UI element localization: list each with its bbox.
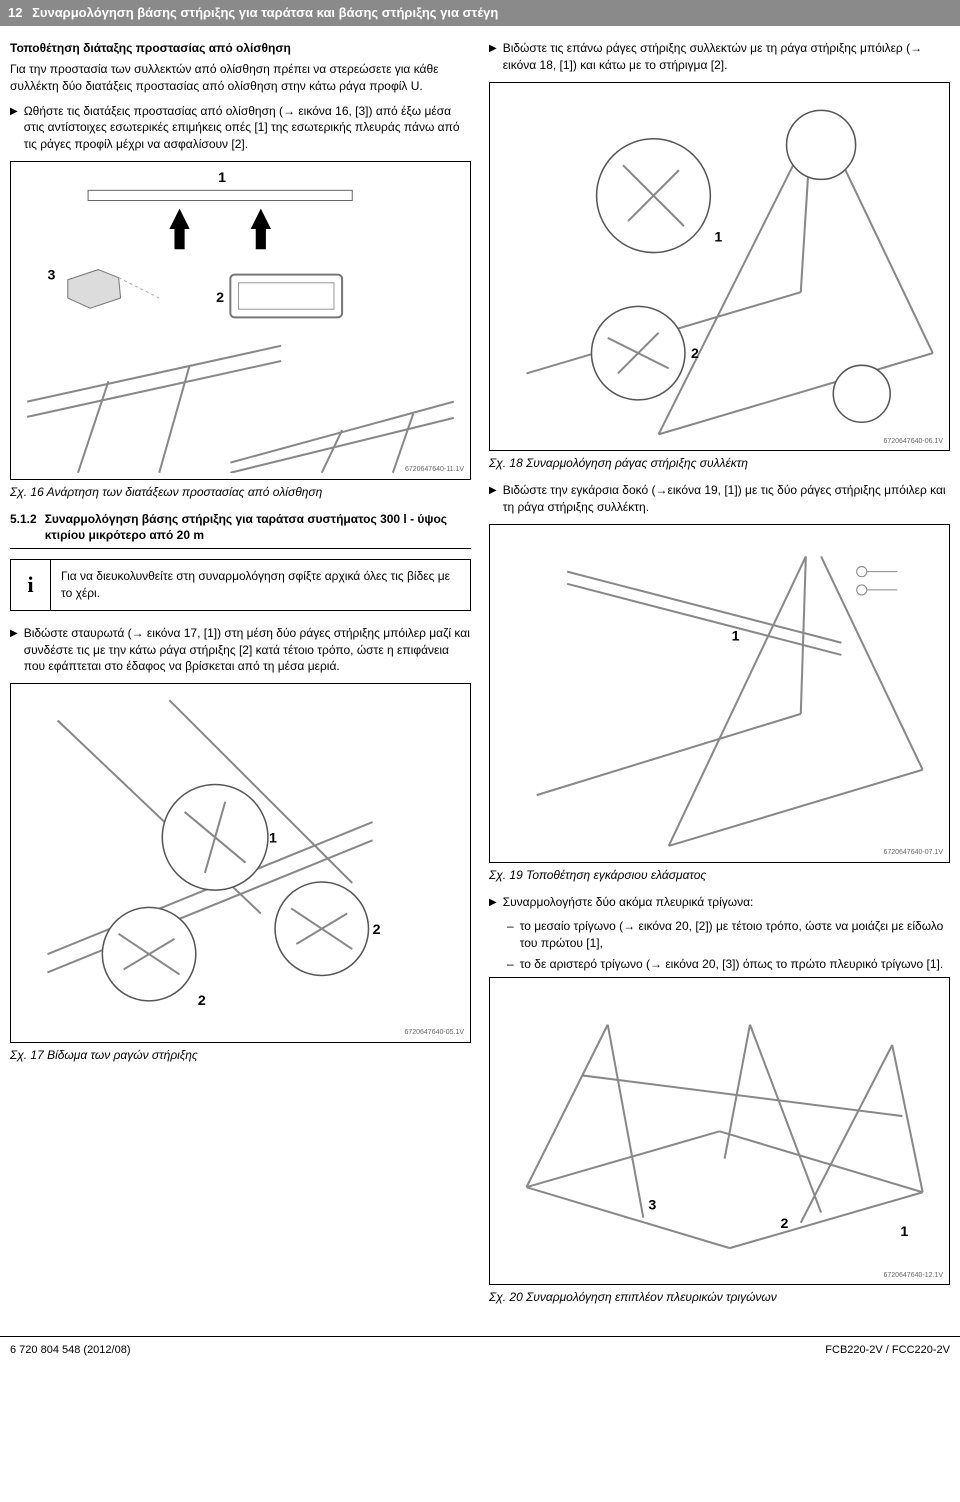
figure-20-code: 6720647640-12.1V (883, 1271, 943, 1281)
slip-protection-intro: Για την προστασία των συλλεκτών από ολίσ… (10, 61, 471, 95)
bullet-push-clips-text: Ωθήστε τις διατάξεις προστασίας από ολίσ… (24, 103, 471, 153)
section-number: 5.1.2 (10, 511, 37, 545)
bullet-two-more-triangles: ▶ Συναρμολογήστε δύο ακόμα πλευρικά τρίγ… (489, 894, 950, 911)
dash-left-text: το δε αριστερό τρίγωνο (→ εικόνα 20, [3]… (520, 956, 944, 973)
svg-text:1: 1 (900, 1224, 908, 1240)
figure-18-svg: 1 2 (496, 89, 943, 445)
info-box: i Για να διευκολυνθείτε στη συναρμολόγησ… (10, 559, 471, 611)
figure-16-caption: Σχ. 16 Ανάρτηση των διατάξεων προστασίας… (10, 484, 471, 501)
bullet-top-rails-text: Βιδώστε τις επάνω ράγες στήριξης συλλεκτ… (503, 40, 950, 74)
figure-18: 1 2 6720647640-06.1V (489, 82, 950, 452)
svg-text:3: 3 (648, 1197, 656, 1213)
svg-text:2: 2 (198, 993, 206, 1009)
figure-19-code: 6720647640-07.1V (883, 848, 943, 858)
left-column: Τοποθέτηση διάταξης προστασίας από ολίσθ… (10, 40, 471, 1316)
dash-middle-text: το μεσαίο τρίγωνο (→ εικόνα 20, [2]) με … (520, 918, 950, 952)
svg-text:3: 3 (47, 268, 55, 284)
figure-17: 1 2 2 6720647640-05.1V (10, 683, 471, 1042)
bullet-top-rails: ▶ Βιδώστε τις επάνω ράγες στήριξης συλλε… (489, 40, 950, 74)
svg-text:2: 2 (373, 922, 381, 938)
figure-17-code: 6720647640-05.1V (404, 1028, 464, 1038)
dash-left-triangle: – το δε αριστερό τρίγωνο (→ εικόνα 20, [… (507, 956, 950, 973)
svg-text:1: 1 (714, 229, 722, 245)
bullet-cross-screw-text: Βιδώστε σταυρωτά (→ εικόνα 17, [1]) στη … (24, 625, 471, 675)
figure-19-caption: Σχ. 19 Τοποθέτηση εγκάρσιου ελάσματος (489, 867, 950, 884)
bullet-cross-beam: ▶ Βιδώστε την εγκάρσια δοκό (→εικόνα 19,… (489, 482, 950, 516)
info-icon: i (11, 560, 51, 610)
svg-text:1: 1 (218, 170, 226, 186)
page-header: 12 Συναρμολόγηση βάσης στήριξης για ταρά… (0, 0, 960, 26)
figure-18-code: 6720647640-06.1V (883, 437, 943, 447)
dash-marker: – (507, 956, 514, 973)
bullet-cross-screw: ▶ Βιδώστε σταυρωτά (→ εικόνα 17, [1]) στ… (10, 625, 471, 675)
svg-text:2: 2 (780, 1216, 788, 1232)
figure-16-svg: 1 3 2 (17, 168, 464, 473)
figure-17-svg: 1 2 2 (17, 690, 464, 1035)
info-text: Για να διευκολυνθείτε στη συναρμολόγηση … (51, 560, 470, 610)
footer-left: 6 720 804 548 (2012/08) (10, 1343, 131, 1358)
bullet-two-more-triangles-text: Συναρμολογήστε δύο ακόμα πλευρικά τρίγων… (503, 894, 754, 911)
figure-19-svg: 1 (496, 531, 943, 856)
footer-right: FCB220-2V / FCC220-2V (825, 1343, 950, 1358)
bullet-push-clips: ▶ Ωθήστε τις διατάξεις προστασίας από ολ… (10, 103, 471, 153)
figure-20-caption: Σχ. 20 Συναρμολόγηση επιπλέον πλευρικών … (489, 1289, 950, 1306)
svg-text:1: 1 (732, 628, 740, 644)
bullet-cross-beam-text: Βιδώστε την εγκάρσια δοκό (→εικόνα 19, [… (503, 482, 950, 516)
triangle-bullet-icon: ▶ (489, 894, 497, 911)
svg-text:1: 1 (269, 830, 277, 846)
figure-17-caption: Σχ. 17 Βίδωμα των ραγών στήριξης (10, 1047, 471, 1064)
slip-protection-heading: Τοποθέτηση διάταξης προστασίας από ολίσθ… (10, 40, 471, 57)
figure-20: 1 2 3 6720647640-12.1V (489, 977, 950, 1286)
section-title: Συναρμολόγηση βάσης στήριξης για ταράτσα… (45, 511, 471, 545)
dash-middle-triangle: – το μεσαίο τρίγωνο (→ εικόνα 20, [2]) μ… (507, 918, 950, 952)
page-number: 12 (8, 5, 22, 20)
figure-18-caption: Σχ. 18 Συναρμολόγηση ράγας στήριξης συλλ… (489, 455, 950, 472)
svg-text:2: 2 (691, 346, 699, 362)
dash-marker: – (507, 918, 514, 952)
svg-text:2: 2 (216, 290, 224, 306)
right-column: ▶ Βιδώστε τις επάνω ράγες στήριξης συλλε… (489, 40, 950, 1316)
triangle-bullet-icon: ▶ (489, 40, 497, 74)
triangle-bullet-icon: ▶ (10, 625, 18, 675)
page-footer: 6 720 804 548 (2012/08) FCB220-2V / FCC2… (0, 1336, 960, 1368)
figure-16: 1 3 2 (10, 161, 471, 480)
header-title: Συναρμολόγηση βάσης στήριξης για ταράτσα… (32, 5, 498, 20)
figure-20-svg: 1 2 3 (496, 984, 943, 1279)
triangle-bullet-icon: ▶ (489, 482, 497, 516)
section-5-1-2: 5.1.2 Συναρμολόγηση βάσης στήριξης για τ… (10, 511, 471, 550)
figure-19: 1 6720647640-07.1V (489, 524, 950, 863)
triangle-bullet-icon: ▶ (10, 103, 18, 153)
figure-16-code: 6720647640-11.1V (405, 465, 464, 475)
two-column-layout: Τοποθέτηση διάταξης προστασίας από ολίσθ… (0, 40, 960, 1316)
